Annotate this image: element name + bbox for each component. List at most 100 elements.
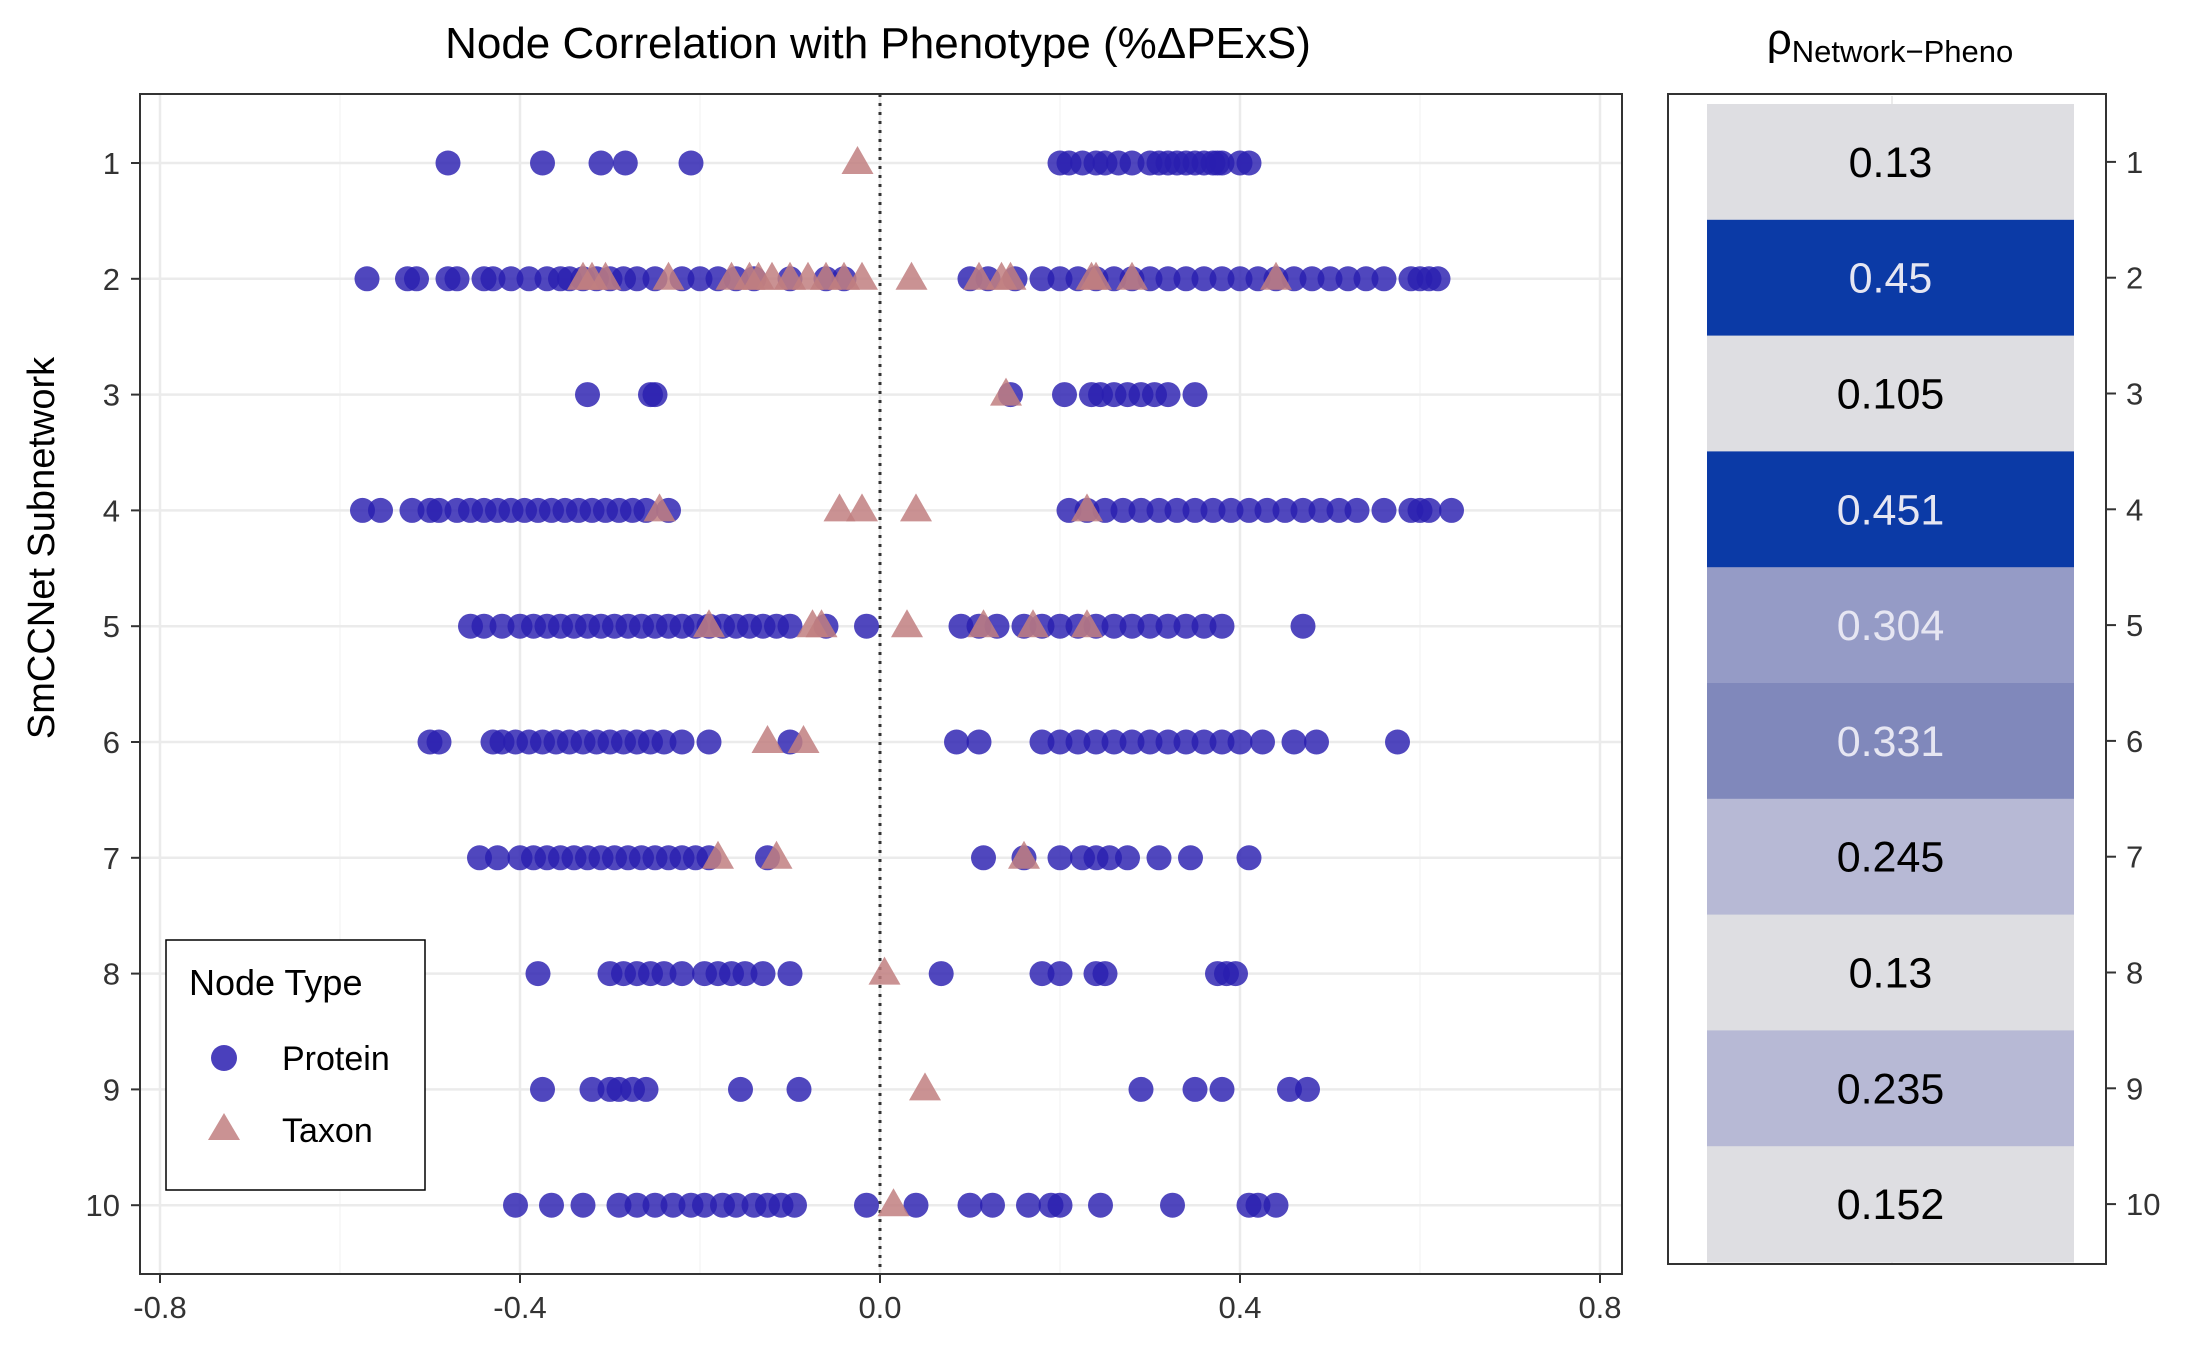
taxon-point xyxy=(900,493,932,522)
protein-point xyxy=(944,729,969,755)
protein-point xyxy=(399,497,425,523)
heatmap-cell xyxy=(1707,451,2074,568)
protein-point xyxy=(1209,613,1235,639)
protein-point xyxy=(1277,1076,1302,1102)
protein-point xyxy=(1326,497,1352,523)
protein-point xyxy=(539,1192,564,1218)
taxon-point xyxy=(787,725,820,753)
heatmap-cell-value: 0.451 xyxy=(1837,486,1945,534)
protein-point xyxy=(777,613,803,639)
y-axis-title: SmCCNet Subnetwork xyxy=(21,356,63,739)
legend-taxon-marker xyxy=(208,1113,240,1140)
protein-point xyxy=(1173,613,1199,639)
heatmap-cell-value: 0.13 xyxy=(1849,139,1933,187)
heatmap-title-subscript: Network−Pheno xyxy=(1792,34,2013,69)
protein-point xyxy=(525,961,551,987)
x-axis-ticks: -0.8 -0.4 0.0 0.4 0.8 xyxy=(133,1274,1622,1325)
protein-point xyxy=(1250,729,1275,755)
protein-point xyxy=(1029,729,1055,755)
heatmap-cell xyxy=(1707,683,2074,800)
protein-point xyxy=(1160,1192,1185,1218)
heatmap-cell xyxy=(1707,104,2074,221)
protein-point xyxy=(750,961,776,987)
heatmap-cell xyxy=(1707,798,2074,916)
protein-point xyxy=(1263,1192,1289,1218)
protein-point xyxy=(530,1076,555,1102)
taxon-point xyxy=(760,840,793,869)
protein-point xyxy=(624,266,650,292)
protein-point xyxy=(1155,729,1181,755)
heatmap-cell-value: 0.13 xyxy=(1849,950,1933,998)
x-tick-label: -0.8 xyxy=(133,1290,186,1325)
protein-point xyxy=(480,266,506,292)
heatmap-cell-value: 0.245 xyxy=(1837,834,1945,882)
protein-point xyxy=(1047,613,1073,639)
protein-point xyxy=(1353,266,1379,292)
heatmap-cell-value: 0.235 xyxy=(1837,1065,1945,1113)
protein-point xyxy=(1371,497,1397,523)
taxon-point xyxy=(1071,609,1103,638)
heatmap-cell-value: 0.152 xyxy=(1837,1181,1945,1229)
x-tick-label: 0.0 xyxy=(858,1290,901,1325)
y-tick-label: 2 xyxy=(103,262,120,297)
heatmap-tick-label: 10 xyxy=(2126,1187,2160,1222)
protein-point xyxy=(1155,613,1181,639)
protein-point xyxy=(678,150,704,176)
taxon-point xyxy=(967,609,1000,638)
protein-point xyxy=(696,729,722,755)
protein-point xyxy=(426,497,452,523)
legend-protein-label: Protein xyxy=(282,1040,390,1078)
heatmap-cell xyxy=(1707,219,2074,337)
protein-point xyxy=(1290,497,1316,523)
heatmap-tick-label: 5 xyxy=(2126,608,2143,643)
taxon-point xyxy=(1008,840,1040,869)
protein-point xyxy=(1200,497,1226,523)
protein-point xyxy=(1052,382,1077,408)
protein-point xyxy=(1344,497,1370,523)
protein-point xyxy=(732,961,758,987)
protein-point xyxy=(1047,961,1073,987)
protein-point xyxy=(1083,729,1109,755)
heatmap-tick-label: 6 xyxy=(2126,724,2143,759)
protein-point xyxy=(1119,150,1145,176)
scatter-points xyxy=(350,146,1464,1218)
protein-point xyxy=(612,150,638,176)
protein-point xyxy=(1223,961,1248,987)
legend-taxon-label: Taxon xyxy=(282,1112,373,1150)
protein-point xyxy=(1272,497,1298,523)
y-tick-label: 6 xyxy=(103,725,120,760)
protein-point xyxy=(570,1192,596,1218)
heatmap-tick-label: 2 xyxy=(2126,261,2143,296)
protein-point xyxy=(606,1192,632,1218)
protein-point xyxy=(903,1192,929,1218)
protein-point xyxy=(980,1192,1005,1218)
protein-point xyxy=(651,961,677,987)
heatmap-cell-value: 0.331 xyxy=(1837,718,1945,766)
protein-point xyxy=(485,845,510,871)
protein-point xyxy=(1029,266,1055,292)
y-tick-label: 3 xyxy=(103,378,120,413)
protein-point xyxy=(1236,497,1262,523)
protein-point xyxy=(1047,845,1073,871)
taxon-point xyxy=(891,609,923,638)
protein-point xyxy=(1371,266,1397,292)
protein-point xyxy=(1335,266,1361,292)
protein-point xyxy=(1236,845,1262,871)
heatmap-cells: 0.13 0.45 0.105 0.451 0.304 0.331 0.245 0.13 0.2… xyxy=(1707,104,2074,1263)
protein-point xyxy=(854,613,879,639)
protein-point xyxy=(1209,266,1235,292)
protein-point xyxy=(1101,729,1127,755)
protein-point xyxy=(1416,497,1442,523)
protein-point xyxy=(1047,1192,1073,1218)
protein-point xyxy=(1173,729,1199,755)
protein-point xyxy=(1146,845,1172,871)
protein-point xyxy=(1146,497,1172,523)
protein-point xyxy=(1236,150,1262,176)
protein-point xyxy=(642,382,668,408)
x-tick-label: 0.4 xyxy=(1218,1290,1261,1325)
protein-point xyxy=(692,1192,717,1218)
protein-point xyxy=(1299,266,1325,292)
protein-point xyxy=(588,150,614,176)
protein-point xyxy=(1182,497,1208,523)
